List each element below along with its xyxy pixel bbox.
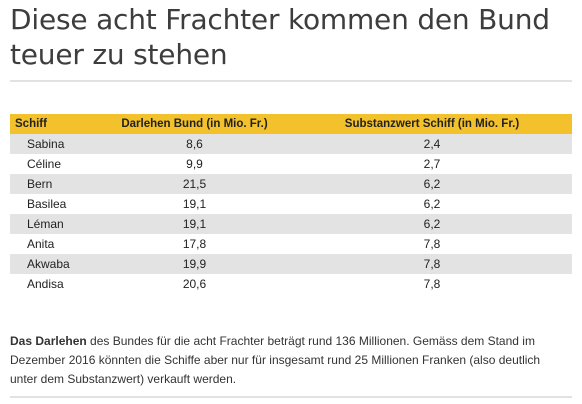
loan-value: 19,9	[97, 254, 292, 274]
ship-name: Bern	[10, 174, 97, 194]
loan-value: 17,8	[97, 234, 292, 254]
asset-value: 6,2	[292, 174, 572, 194]
asset-value: 6,2	[292, 194, 572, 214]
ship-name: Sabina	[10, 134, 97, 154]
footnote-text: des Bundes für die acht Frachter beträgt…	[10, 334, 541, 386]
column-header-value: Substanzwert Schiff (in Mio. Fr.)	[292, 114, 572, 134]
loan-value: 9,9	[97, 154, 292, 174]
asset-value: 6,2	[292, 214, 572, 234]
footnote-bold-lead: Das Darlehen	[10, 334, 87, 348]
ship-name: Basilea	[10, 194, 97, 214]
table-row: Akwaba 19,9 7,8	[10, 254, 572, 274]
loan-value: 21,5	[97, 174, 292, 194]
asset-value: 2,4	[292, 134, 572, 154]
column-header-loan: Darlehen Bund (in Mio. Fr.)	[97, 114, 292, 134]
ships-table: Schiff Darlehen Bund (in Mio. Fr.) Subst…	[10, 114, 572, 294]
loan-value: 19,1	[97, 214, 292, 234]
table-row: Andisa 20,6 7,8	[10, 274, 572, 294]
title-divider	[10, 80, 572, 82]
table-row: Bern 21,5 6,2	[10, 174, 572, 194]
page-title: Diese acht Frachter kommen den Bund teue…	[10, 3, 550, 71]
loan-value: 8,6	[97, 134, 292, 154]
ship-name: Léman	[10, 214, 97, 234]
table-row: Sabina 8,6 2,4	[10, 134, 572, 154]
loan-value: 20,6	[97, 274, 292, 294]
asset-value: 7,8	[292, 234, 572, 254]
asset-value: 2,7	[292, 154, 572, 174]
table-row: Léman 19,1 6,2	[10, 214, 572, 234]
column-header-ship: Schiff	[10, 114, 97, 134]
ship-name: Andisa	[10, 274, 97, 294]
ship-name: Akwaba	[10, 254, 97, 274]
table-row: Anita 17,8 7,8	[10, 234, 572, 254]
ship-name: Céline	[10, 154, 97, 174]
bottom-divider	[10, 396, 572, 398]
ship-name: Anita	[10, 234, 97, 254]
table-header-row: Schiff Darlehen Bund (in Mio. Fr.) Subst…	[10, 114, 572, 134]
asset-value: 7,8	[292, 254, 572, 274]
loan-value: 19,1	[97, 194, 292, 214]
footnote: Das Darlehen des Bundes für die acht Fra…	[10, 332, 570, 389]
asset-value: 7,8	[292, 274, 572, 294]
table-row: Basilea 19,1 6,2	[10, 194, 572, 214]
table-row: Céline 9,9 2,7	[10, 154, 572, 174]
